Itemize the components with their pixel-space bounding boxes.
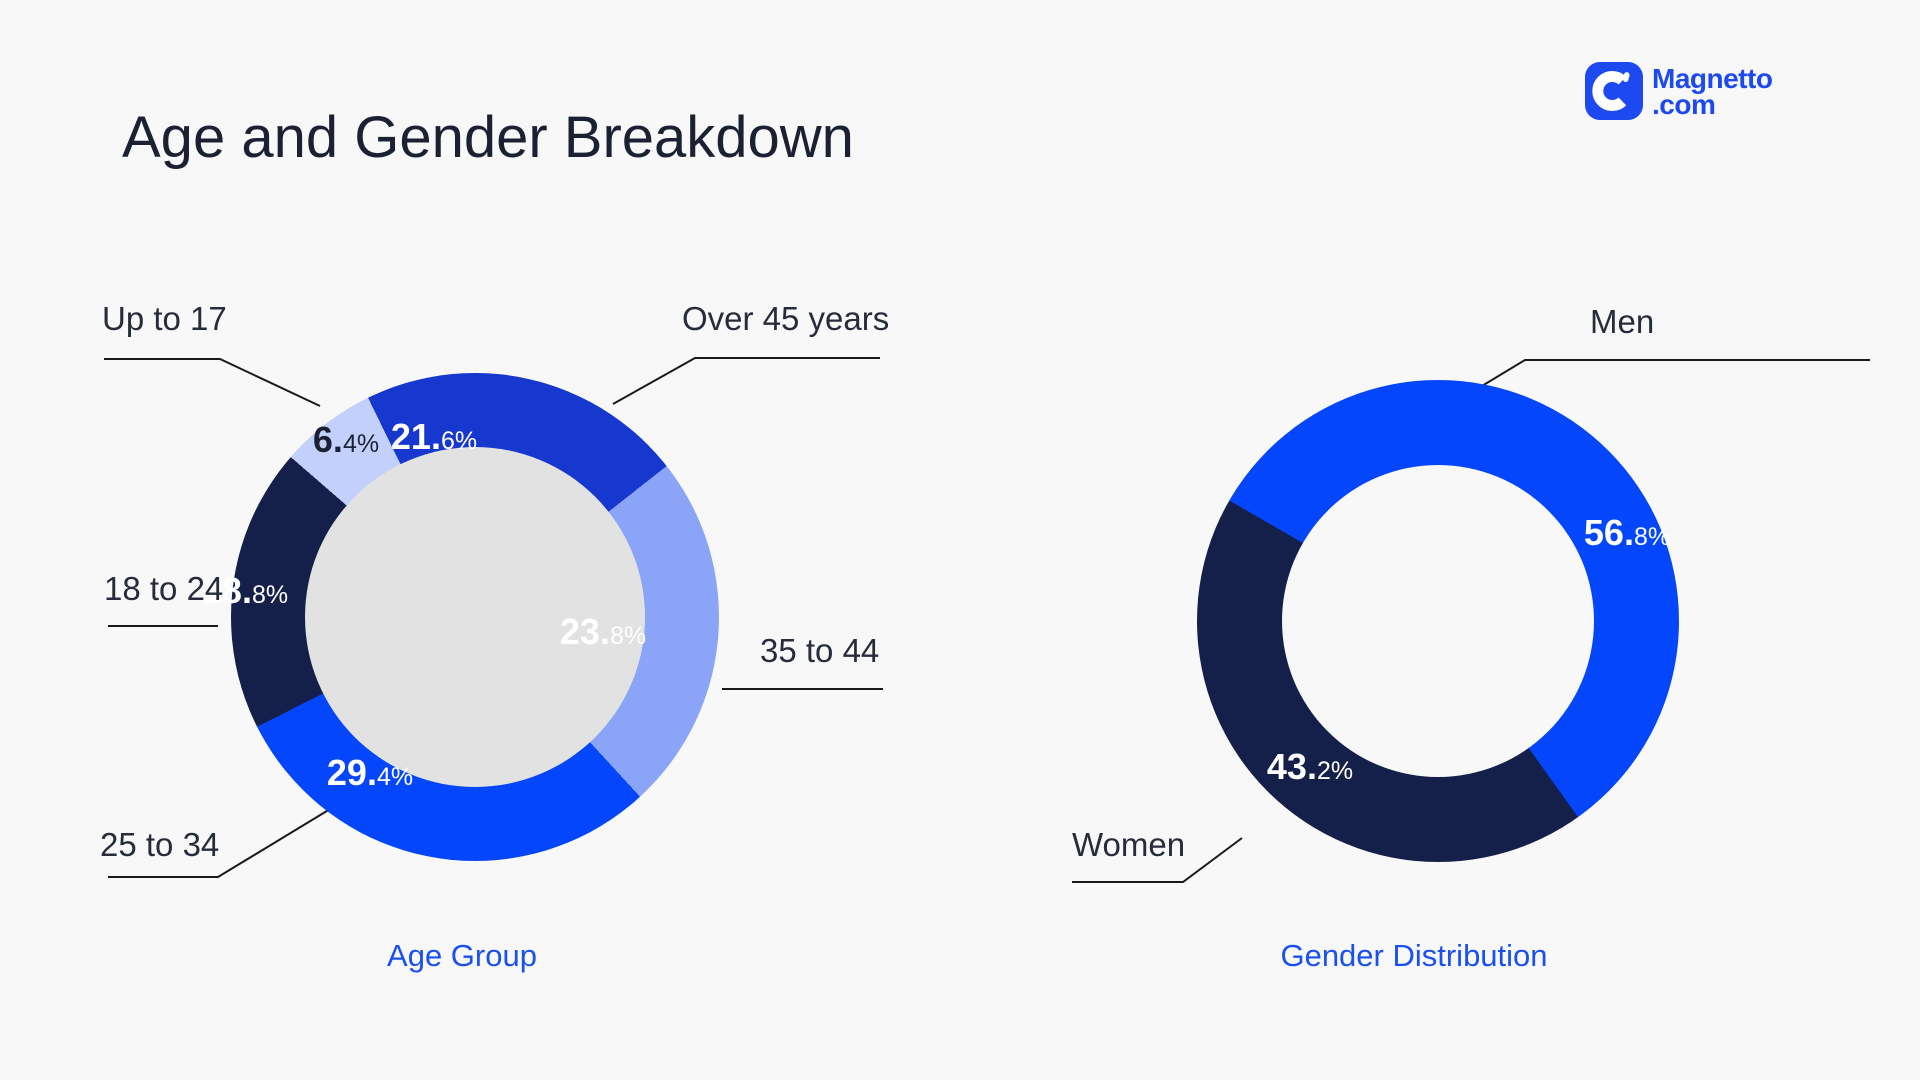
gender-value-men: 56.8% (1583, 512, 1671, 553)
leader-line-men (1461, 359, 1870, 399)
label-women: Women (1072, 826, 1186, 863)
age-value-up-to-17: 6.4% (312, 419, 380, 460)
brand-name: Magnetto (1652, 63, 1773, 94)
label-35-to-44: 35 to 44 (760, 632, 880, 669)
age-value-over-45: 21.6% (390, 416, 478, 457)
brand-tld: .com (1652, 89, 1716, 120)
label-18-to-24: 18 to 24 (104, 570, 224, 607)
age-value-25-to-34: 29.4% (326, 752, 414, 793)
leader-line-over-45 (612, 357, 880, 405)
gender-value-women: 43.2% (1266, 746, 1354, 787)
gender-donut-hole (1282, 465, 1594, 777)
label-up-to-17: Up to 17 (102, 300, 227, 337)
leader-line-25-to-34 (108, 799, 346, 878)
leader-line-women (1072, 837, 1243, 883)
label-men: Men (1590, 303, 1655, 340)
label-over-45: Over 45 years (682, 300, 890, 337)
age-donut-hole (305, 447, 645, 787)
magnet-logo-icon (1585, 62, 1643, 120)
caption-age-group: Age Group (387, 938, 537, 973)
brand-logo: Magnetto .com (1585, 62, 1773, 120)
age-value-18-to-24: 18.8% (201, 570, 289, 611)
age-value-35-to-44: 23.8% (559, 611, 647, 652)
label-25-to-34: 25 to 34 (100, 826, 220, 863)
page-title: Age and Gender Breakdown (122, 105, 854, 170)
leader-line-up-to-17 (104, 358, 321, 407)
caption-gender-distribution: Gender Distribution (1280, 938, 1548, 973)
brand-logo-text: Magnetto .com (1652, 63, 1773, 120)
